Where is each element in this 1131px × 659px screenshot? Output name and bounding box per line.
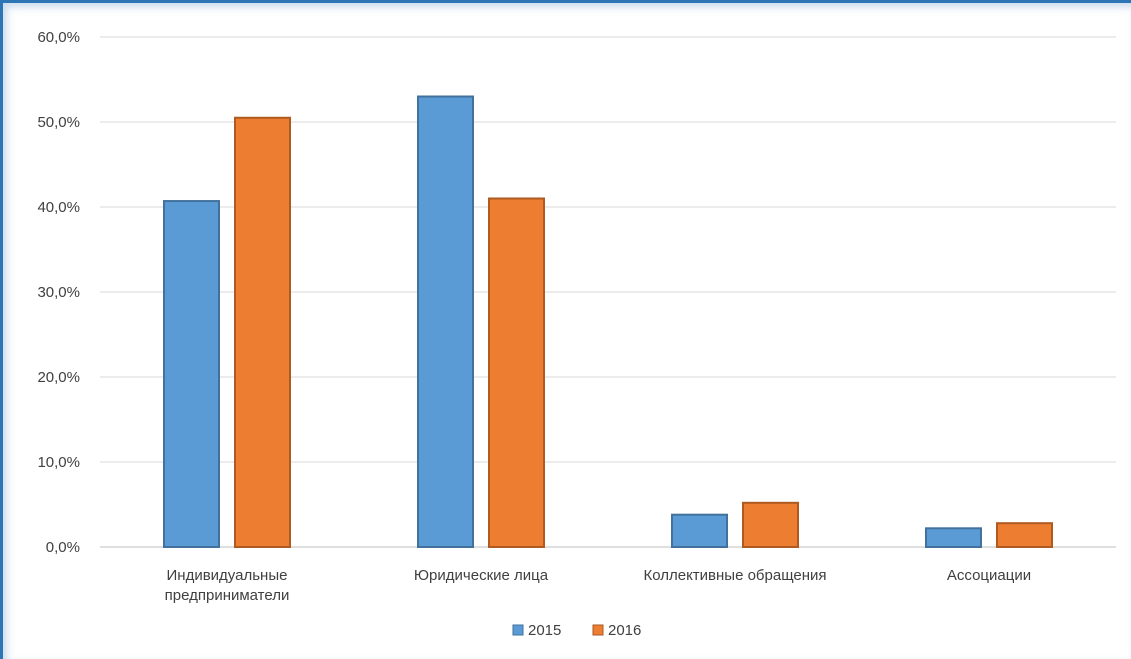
y-tick-label: 50,0% (37, 114, 80, 131)
legend-swatch-2015 (512, 624, 524, 636)
bar-2015 (925, 527, 982, 548)
y-tick-label: 0,0% (46, 539, 80, 556)
x-category-label: Индивидуальные (167, 567, 288, 584)
bar-2015 (163, 200, 220, 549)
bar-2015 (671, 513, 728, 549)
bar-2016 (234, 116, 291, 548)
x-category-label: Юридические лица (414, 567, 549, 584)
legend-swatch-2016 (592, 624, 604, 636)
x-category-label: Коллективные обращения (643, 567, 826, 584)
bar-2015 (417, 95, 474, 548)
y-tick-label: 10,0% (37, 454, 80, 471)
x-category-label: предприниматели (165, 587, 290, 604)
x-category-label: Ассоциации (947, 567, 1031, 584)
y-tick-label: 60,0% (37, 29, 80, 46)
legend-label: 2015 (528, 622, 561, 639)
bar-2016 (996, 522, 1053, 549)
y-tick-label: 20,0% (37, 369, 80, 386)
bar-2016 (488, 197, 545, 548)
legend-label: 2016 (608, 622, 641, 639)
y-tick-label: 30,0% (37, 284, 80, 301)
bar-2016 (742, 501, 799, 548)
y-tick-label: 40,0% (37, 199, 80, 216)
